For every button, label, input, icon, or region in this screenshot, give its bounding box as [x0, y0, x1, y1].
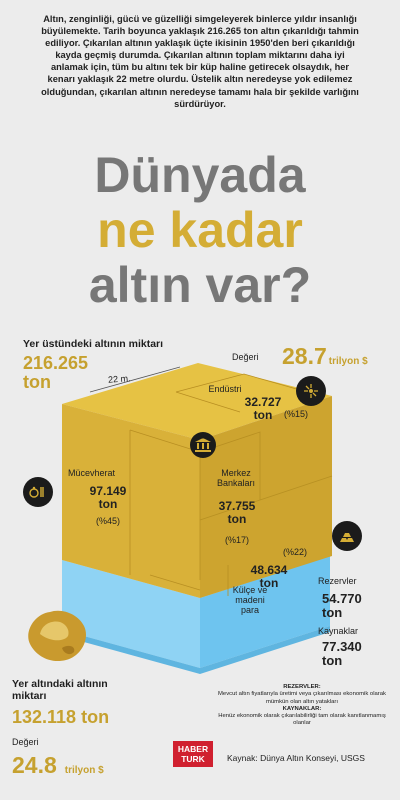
definitions-notes: REZERVLER: Mevcut altın fiyatlarıyla üre… [212, 684, 392, 728]
gold-bars-icon [332, 521, 362, 551]
gold-nugget-icon [28, 610, 86, 662]
surface-value-unit: trilyon $ [328, 356, 368, 367]
circuit-icon [296, 376, 326, 406]
reserves-amount: 54.770 ton [322, 591, 362, 620]
surface-value: 28.7 trilyon $ [282, 343, 368, 370]
underground-value-label: Değeri [12, 737, 39, 747]
jewelry-name: Mücevherat [68, 468, 116, 478]
surface-label: Yer üstündeki altının miktarı [23, 338, 164, 350]
bullion-amount: 48.634 ton [250, 563, 288, 590]
underground-front-face [62, 560, 200, 668]
bullion-name: Külçe ve madeni para [232, 585, 268, 615]
jewelry-amount: 97.149 ton [89, 484, 127, 511]
underground-bottom-rim [62, 626, 330, 674]
industry-percent: (%15) [284, 409, 309, 419]
resources-amount: 77.340 ton [322, 639, 362, 668]
title-line-2: ne kadar [97, 202, 303, 258]
cube-division-lines [129, 373, 333, 596]
cube-side-face [200, 396, 332, 598]
central-banks-name: Merkez Bankaları [216, 468, 256, 488]
reserves-label: Rezervler [318, 576, 357, 586]
surface-amount: 216.265 ton [23, 353, 89, 392]
logo-line-1: HABER [177, 744, 209, 754]
underground-value-amount: 24.8 [12, 752, 57, 778]
reserves-note-title: REZERVLER: [283, 684, 321, 690]
surface-value-amount: 28.7 [282, 343, 327, 369]
industry-amount: 32.727 ton [244, 395, 282, 422]
bank-icon [190, 432, 216, 458]
jewelry-icon [23, 477, 53, 507]
surface-value-label: Değeri [232, 352, 259, 362]
cube-dimension-label: 22 m. [107, 373, 131, 385]
resources-note-text: Henüz ekonomik olarak çıkarılabilirliği … [218, 713, 386, 727]
resources-label: Kaynaklar [318, 626, 359, 636]
resources-note-title: KAYNAKLAR: [282, 705, 322, 712]
haberturk-logo: HABER TURK [173, 741, 213, 767]
underground-amount: 132.118 ton [12, 707, 110, 727]
source-text: Kaynak: Dünya Altın Konseyi, USGS [227, 753, 365, 763]
cube-top-face [62, 363, 332, 440]
dimension-line [89, 366, 181, 393]
reserves-note-text: Mevcut altın fiyatlarıyla üretimi veya ç… [218, 691, 386, 705]
underground-label: Yer altındaki altının miktarı [12, 678, 108, 702]
underground-value: 24.8 trilyon $ [12, 752, 104, 779]
bullion-percent: (%22) [282, 547, 307, 557]
bank-icon-text: BANK [198, 436, 208, 440]
central-banks-percent: (%17) [224, 535, 249, 545]
cube-front-face [62, 404, 200, 598]
jewelry-percent: (%45) [95, 516, 120, 526]
logo-line-2: TURK [181, 754, 205, 764]
intro-paragraph: Altın, zenginliği, gücü ve güzelliği sim… [41, 14, 359, 109]
central-banks-amount: 37.755 ton [218, 499, 256, 526]
underground-value-unit: trilyon $ [64, 765, 104, 776]
underground-side-face [200, 556, 330, 668]
title-line-3: altın var? [88, 257, 312, 313]
industry-name: Endüstri [208, 384, 242, 394]
title-line-1: Dünyada [94, 147, 306, 203]
